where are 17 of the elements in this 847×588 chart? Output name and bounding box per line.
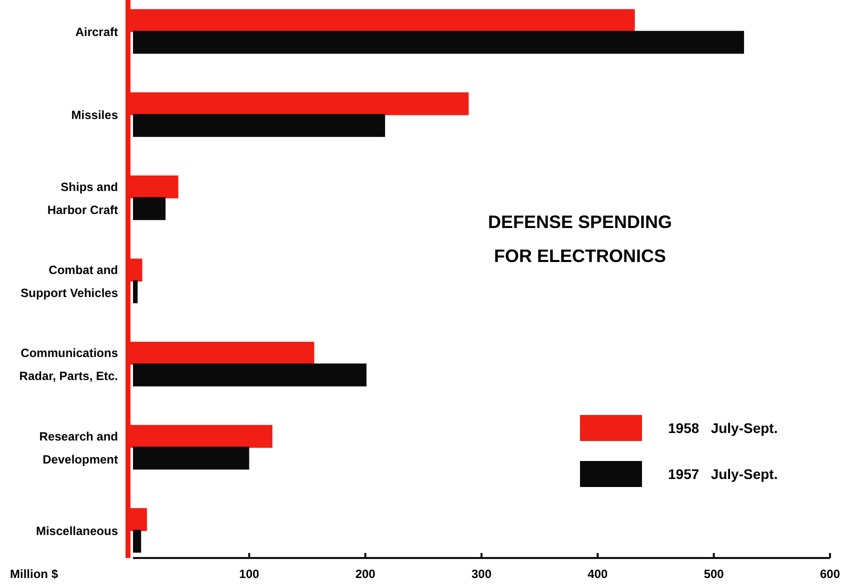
x-tick-label: 100 (239, 567, 260, 581)
y-tick-label: Miscellaneous (36, 524, 118, 538)
y-tick-label: Ships and Harbor Craft (47, 180, 118, 217)
x-axis-title: Million $ (10, 567, 58, 581)
y-tick-label: Research and Development (39, 429, 118, 466)
legend-label: 1958 July-Sept. (668, 420, 778, 436)
text: DEFENSE SPENDING FOR ELECTRONICS (488, 212, 672, 266)
x-tick-label: 500 (704, 567, 724, 581)
x-tick-label: 300 (471, 567, 492, 581)
x-tick-label: 600 (820, 567, 840, 581)
y-tick-label: Combat and Support Vehicles (20, 263, 118, 300)
y-tick-label: Communications Radar, Parts, Etc. (19, 346, 118, 384)
y-tick-label: Aircraft (75, 25, 118, 40)
y-tick-label: Missiles (71, 108, 118, 122)
legend-label: 1957 July-Sept. (668, 466, 778, 482)
x-tick-label: 400 (588, 567, 608, 581)
x-tick-label: 200 (355, 567, 376, 581)
